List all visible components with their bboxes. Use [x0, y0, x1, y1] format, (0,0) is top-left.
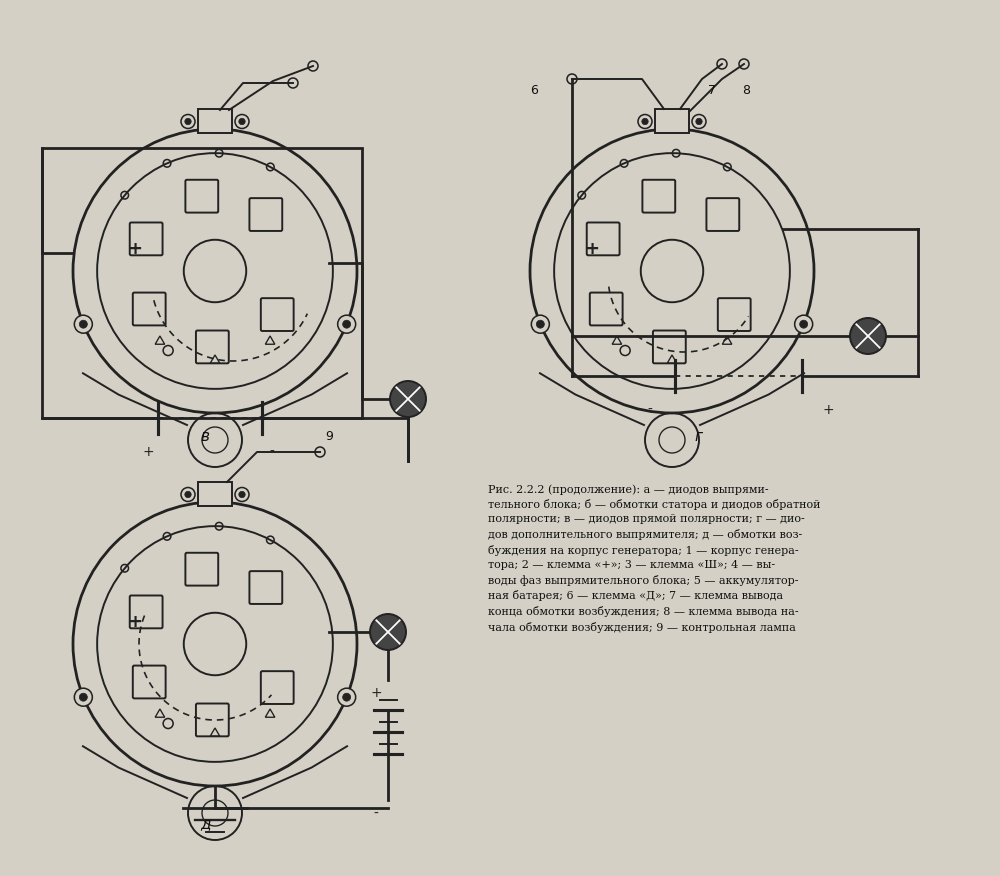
Circle shape [181, 488, 195, 501]
Circle shape [239, 118, 245, 124]
Text: 7: 7 [708, 84, 716, 97]
Text: -: - [374, 807, 378, 821]
Text: д: д [200, 816, 210, 831]
Circle shape [74, 689, 92, 706]
Circle shape [692, 115, 706, 129]
Text: г: г [694, 429, 702, 444]
Circle shape [74, 315, 92, 333]
Text: +: + [142, 445, 154, 459]
Circle shape [370, 614, 406, 650]
Circle shape [390, 381, 426, 417]
Circle shape [343, 321, 351, 328]
Text: -: - [270, 445, 274, 459]
Circle shape [235, 488, 249, 501]
Circle shape [181, 115, 195, 129]
Circle shape [79, 321, 87, 328]
Text: -: - [648, 403, 652, 417]
Bar [198, 109, 232, 133]
Circle shape [185, 491, 191, 498]
Text: +: + [127, 240, 142, 258]
Circle shape [642, 118, 648, 124]
Bar [42, 148, 362, 418]
Circle shape [338, 315, 356, 333]
Text: +: + [127, 613, 142, 631]
Circle shape [343, 693, 351, 701]
Text: +: + [370, 686, 382, 700]
Circle shape [79, 693, 87, 701]
Circle shape [800, 321, 808, 328]
Circle shape [531, 315, 549, 333]
Bar [655, 109, 689, 133]
Circle shape [850, 318, 886, 354]
Text: Рис. 2.2.2 (продолжение): а — диодов выпрями-
тельного блока; б — обмотки статор: Рис. 2.2.2 (продолжение): а — диодов вып… [488, 484, 820, 632]
Circle shape [239, 491, 245, 498]
Text: +: + [822, 403, 834, 417]
Circle shape [696, 118, 702, 124]
Text: 8: 8 [742, 84, 750, 97]
Text: 6: 6 [530, 84, 538, 97]
Circle shape [185, 118, 191, 124]
Text: +: + [584, 240, 599, 258]
Text: в: в [200, 429, 209, 444]
Circle shape [338, 689, 356, 706]
Circle shape [536, 321, 544, 328]
Circle shape [235, 115, 249, 129]
Circle shape [795, 315, 813, 333]
Bar [198, 482, 232, 506]
Circle shape [638, 115, 652, 129]
Text: 9: 9 [325, 430, 333, 443]
